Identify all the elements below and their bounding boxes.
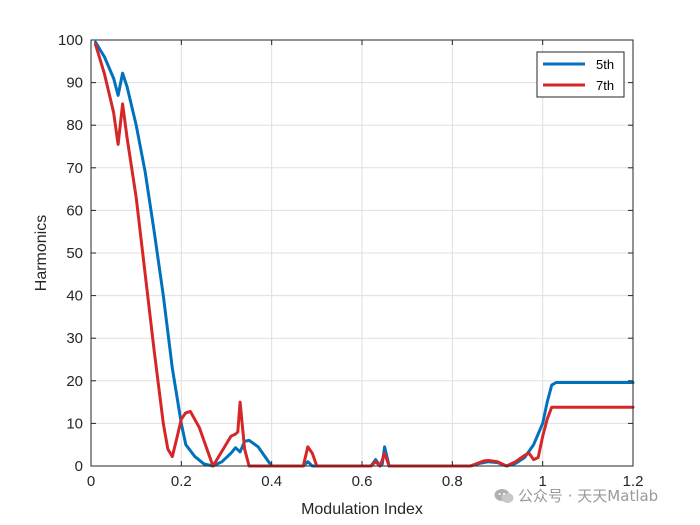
y-tick-label: 30 [66,330,83,347]
y-tick-label: 40 [66,288,83,305]
y-tick-label: 60 [66,202,83,219]
x-tick-label: 0.6 [352,473,373,490]
ticks [90,39,634,467]
legend-label-5th: 5th [596,57,614,72]
x-tick-label: 0 [87,473,95,490]
watermark-text: 公众号 · 天天Matlab [518,487,659,505]
y-tick-label: 100 [58,32,83,49]
legend-label-7th: 7th [596,78,614,93]
series-lines [94,40,635,468]
legend-box [536,51,625,98]
x-tick-label: 0.8 [442,473,463,490]
y-tick-label: 80 [66,117,83,134]
y-tick-label: 0 [75,458,83,475]
y-tick-label: 20 [66,373,83,390]
watermark: 公众号 · 天天Matlab [494,485,658,506]
y-tick-labels: 0 10 20 30 40 50 60 70 80 90 100 [58,32,83,475]
series-line-7th [94,42,635,468]
x-tick-label: 0.2 [171,473,192,490]
y-axis-label: Harmonics [33,215,50,291]
x-tick-label: 0.4 [261,473,282,490]
wechat-icon [494,489,514,503]
x-tick-label: 1.2 [623,473,644,490]
x-tick-labels: 0 0.2 0.4 0.6 0.8 1 1.2 [87,473,644,490]
legend: 5th 7th [536,51,625,98]
y-tick-label: 70 [66,160,83,177]
y-tick-label: 50 [66,245,83,262]
x-tick-label: 1 [538,473,546,490]
x-axis-label: Modulation Index [301,501,423,518]
y-tick-label: 10 [66,415,83,432]
y-tick-label: 90 [66,75,83,92]
